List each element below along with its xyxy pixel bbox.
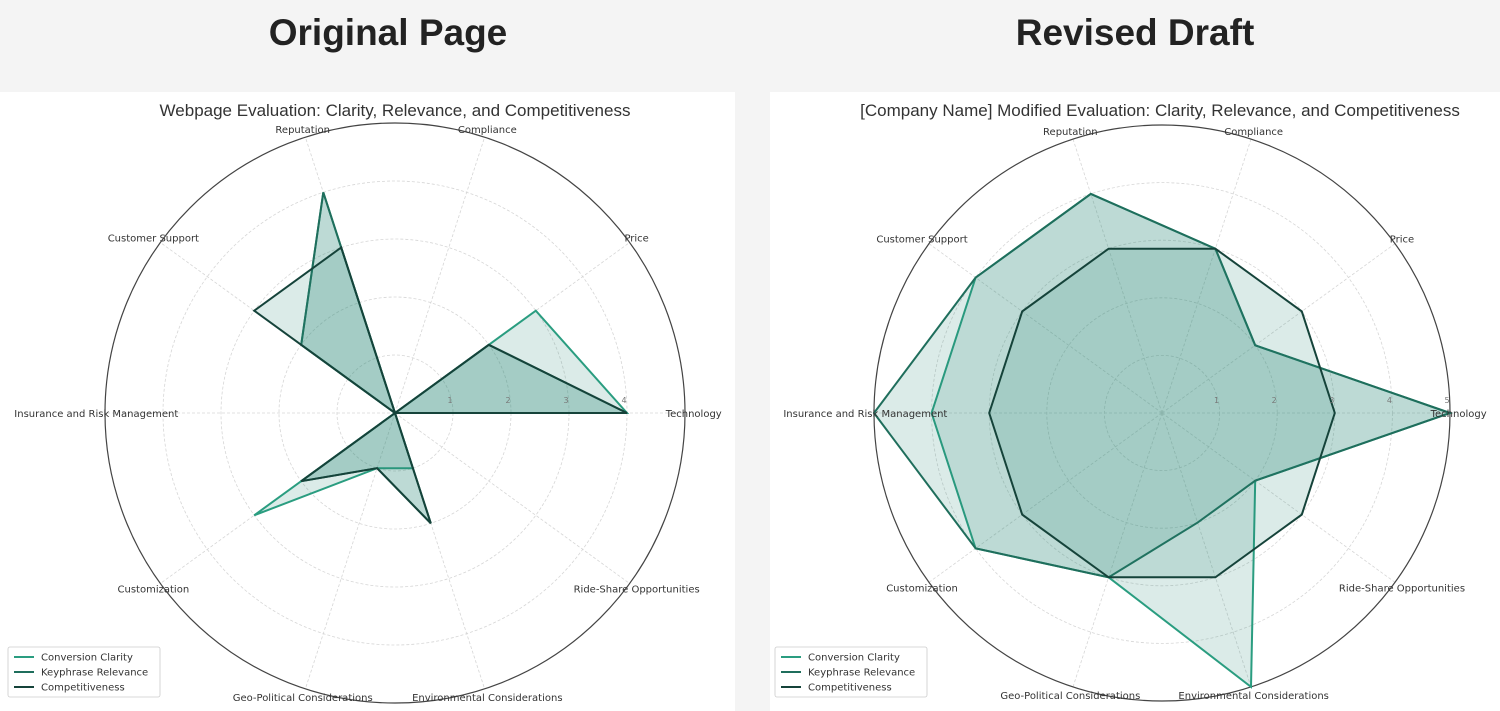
legend-label: Competitiveness	[808, 683, 892, 694]
legend: Conversion Clarity Keyphrase Relevance Com…	[7, 646, 161, 698]
radial-tick-label: 3	[563, 396, 568, 405]
legend-box	[774, 646, 928, 698]
grid-spoke	[928, 243, 1163, 414]
grid-spoke	[394, 137, 485, 414]
keyphrase-relevance-area	[301, 192, 627, 524]
competitiveness-area	[254, 247, 627, 524]
category-label: Geo-Political Considerations	[233, 693, 373, 704]
radial-tick-label: 1	[447, 396, 452, 405]
radial-tick-label: 3	[1329, 396, 1334, 405]
original-page-heading: Original Page	[268, 12, 508, 53]
radial-tick-label: 4	[621, 396, 626, 405]
chart-title: [Company Name] Modified Evaluation: Clar…	[860, 101, 1460, 120]
legend-label: Conversion Clarity	[41, 653, 133, 664]
radial-tick-label: 4	[1387, 396, 1392, 405]
category-label: Customization	[886, 583, 958, 594]
revised-draft-heading: Revised Draft	[1015, 12, 1255, 53]
radial-tick-label: 1	[1214, 396, 1219, 405]
grid-spoke	[394, 412, 630, 584]
category-label: Customer Support	[876, 235, 967, 246]
radial-tick-label: 2	[1272, 396, 1277, 405]
grid-spoke	[1161, 243, 1396, 414]
category-label: Ride-Share Opportunities	[574, 585, 700, 596]
category-label: Customer Support	[108, 233, 199, 244]
competitiveness-area	[989, 248, 1335, 578]
radial-tick-label: 5	[1444, 396, 1449, 405]
category-label: Compliance	[1224, 127, 1283, 138]
outer-frame	[104, 122, 686, 704]
legend-label: Conversion Clarity	[808, 653, 900, 664]
category-label: Technology	[665, 409, 722, 420]
category-label: Insurance and Risk Management	[783, 409, 947, 420]
legend-label: Competitiveness	[41, 683, 125, 694]
grid-spoke	[394, 412, 485, 689]
grid-spoke	[305, 412, 396, 689]
category-label: Geo-Political Considerations	[1000, 691, 1140, 702]
grid-spoke	[928, 412, 1163, 583]
legend-label: Keyphrase Relevance	[41, 668, 148, 679]
revised-chart-panel	[770, 92, 1500, 711]
legend-box	[7, 646, 161, 698]
category-label: Environmental Considerations	[1178, 691, 1328, 702]
original-radar-chart: Webpage Evaluation: Clarity, Relevance, …	[7, 101, 722, 704]
legend-label: Keyphrase Relevance	[808, 668, 915, 679]
category-label: Compliance	[458, 125, 517, 136]
grid-spoke	[1161, 412, 1252, 688]
category-label: Ride-Share Opportunities	[1339, 583, 1465, 594]
original-chart-panel	[0, 92, 735, 711]
category-label: Technology	[1430, 409, 1487, 420]
conversion-clarity-area	[254, 192, 627, 516]
category-label: Price	[1390, 235, 1414, 246]
category-label: Environmental Considerations	[412, 693, 562, 704]
chart-title: Webpage Evaluation: Clarity, Relevance, …	[160, 101, 631, 120]
keyphrase-relevance-area	[874, 193, 1450, 578]
revised-radar-chart: [Company Name] Modified Evaluation: Clar…	[774, 101, 1487, 702]
category-label: Price	[624, 233, 648, 244]
conversion-clarity-area	[931, 193, 1450, 687]
category-label: Customization	[118, 585, 190, 596]
category-label: Reputation	[275, 125, 330, 136]
category-label: Insurance and Risk Management	[14, 409, 178, 420]
legend: Conversion Clarity Keyphrase Relevance Com…	[774, 646, 928, 698]
radial-tick-label: 2	[505, 396, 510, 405]
grid-spoke	[1161, 412, 1396, 583]
grid-spoke	[1072, 138, 1163, 414]
category-label: Reputation	[1043, 127, 1098, 138]
grid-spoke	[1161, 138, 1252, 414]
grid-spoke	[1072, 412, 1163, 688]
